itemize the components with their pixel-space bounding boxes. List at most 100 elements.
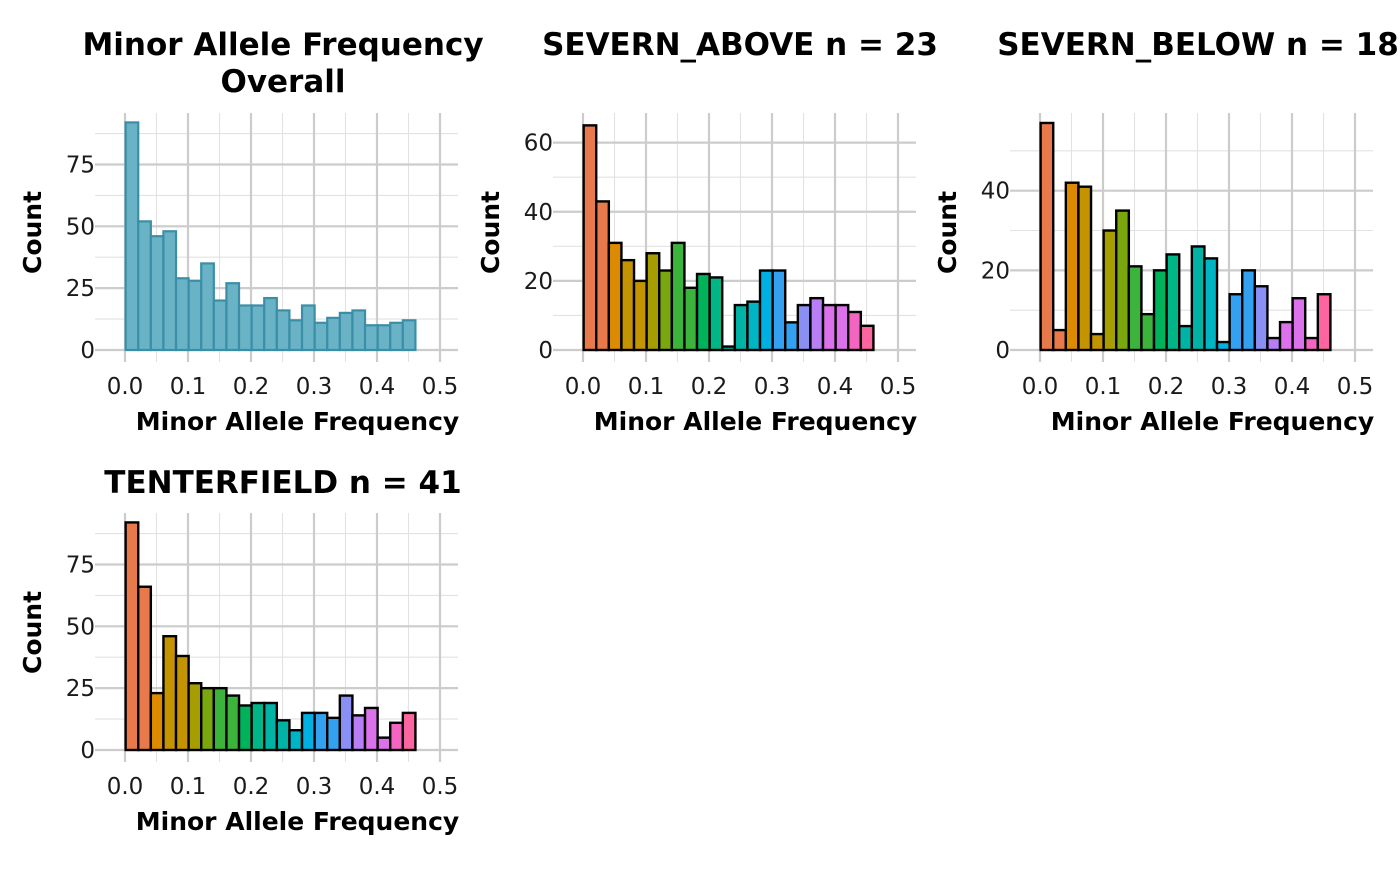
y-tick-label: 20 (524, 269, 553, 295)
x-tick-label: 0.2 (233, 374, 270, 400)
histogram-bar (351, 714, 367, 752)
panel-4: 0 25 50 75 0.0 0.1 0.2 0.3 0.4 0.5 Minor Allele Fr… (18, 465, 462, 836)
histogram-bar (326, 716, 342, 752)
x-tick-label: 0.0 (565, 374, 602, 400)
histogram-bar (582, 124, 598, 352)
histogram-bar (1253, 285, 1269, 352)
panel-title: TENTERFIELD n = 41 (104, 465, 461, 501)
histogram-bar (1241, 269, 1257, 352)
histogram-bar (389, 321, 404, 352)
histogram-bar (363, 324, 379, 352)
y-tick-label: 0 (80, 338, 95, 364)
histogram-bar (300, 711, 316, 752)
histogram-bar (174, 654, 190, 752)
histogram-bar (200, 262, 215, 352)
y-tick-label: 0 (538, 338, 553, 364)
histogram-bar (607, 241, 623, 352)
x-tick-label: 0.3 (296, 774, 333, 800)
histogram-bar (250, 701, 266, 752)
histogram-bar (1266, 336, 1282, 352)
histogram-bar (859, 324, 875, 352)
histogram-bar (708, 276, 724, 352)
histogram-bar (300, 304, 316, 352)
histogram-bar (401, 319, 417, 352)
x-tick-label: 0.5 (422, 774, 459, 800)
histogram-bar (351, 309, 367, 352)
panel-title: Overall (220, 64, 345, 100)
histogram-bar (1102, 229, 1118, 352)
panel-1: 0 25 50 75 0.0 0.1 0.2 0.3 0.4 0.5 Minor Allele Fr… (18, 27, 484, 436)
histogram-bar (401, 711, 417, 752)
y-tick-label: 0 (80, 738, 95, 764)
histogram-bar (263, 296, 278, 352)
histogram-bar (1291, 297, 1307, 352)
histogram-bar (771, 269, 787, 352)
histogram-bar (834, 303, 850, 352)
y-tick-label: 75 (66, 552, 95, 578)
histogram-bar (124, 521, 140, 752)
histogram-bar (1115, 209, 1131, 352)
x-tick-label: 0.1 (170, 374, 207, 400)
histogram-bar (149, 235, 165, 352)
histogram-bar (237, 704, 253, 752)
histogram-bar (1140, 312, 1156, 352)
histogram-bar (758, 269, 774, 352)
histogram-bar (733, 303, 749, 352)
histogram-bar (137, 585, 153, 752)
histogram-bar (847, 310, 863, 352)
histogram-bar (250, 304, 266, 352)
histogram-bar (338, 694, 354, 752)
y-tick-label: 25 (66, 676, 95, 702)
x-tick-label: 0.1 (628, 374, 665, 400)
histogram-bar (595, 200, 611, 352)
histogram-bar (1316, 293, 1332, 352)
y-axis-title: Count (18, 591, 47, 674)
histogram-bar (683, 286, 699, 352)
x-axis-title: Minor Allele Frequency (136, 807, 459, 836)
histogram-bar (695, 272, 711, 352)
histogram-bar (620, 258, 636, 352)
y-tick-label: 20 (981, 258, 1010, 284)
x-tick-label: 0.1 (170, 774, 207, 800)
panel-title: SEVERN_ABOVE n = 23 (542, 27, 938, 63)
histogram-bar (212, 299, 228, 352)
histogram-bar (809, 296, 825, 352)
x-tick-label: 0.4 (1274, 374, 1311, 400)
panel-2: 0 20 40 60 0.0 0.1 0.2 0.3 0.4 0.5 Minor Allele Fr… (476, 27, 938, 436)
histogram-bar (288, 729, 304, 752)
histogram-bar (200, 686, 216, 752)
histogram-bar (376, 736, 392, 752)
x-tick-label: 0.0 (1022, 374, 1059, 400)
histogram-bar (1278, 320, 1294, 352)
y-axis-title: Count (933, 191, 962, 274)
histogram-bar (338, 311, 354, 352)
y-axis-title: Count (18, 191, 47, 274)
histogram-bar (162, 230, 178, 352)
histogram-bar (632, 279, 648, 352)
histogram-bar (187, 682, 203, 752)
histogram-bar (1052, 328, 1068, 352)
x-tick-label: 0.2 (1148, 374, 1185, 400)
y-tick-label: 50 (66, 614, 95, 640)
histogram-bar (212, 686, 228, 752)
histogram-bar (376, 324, 392, 352)
x-tick-label: 0.5 (1337, 374, 1374, 400)
histogram-bar (1215, 340, 1231, 352)
x-axis-title: Minor Allele Frequency (1051, 407, 1374, 436)
histogram-bar (1203, 257, 1219, 352)
histogram-bar (149, 691, 165, 752)
x-tick-label: 0.5 (880, 374, 917, 400)
histogram-bar (784, 321, 800, 352)
histogram-bar (1152, 269, 1168, 352)
y-tick-label: 40 (524, 200, 553, 226)
x-axis-title: Minor Allele Frequency (594, 407, 917, 436)
histogram-bar (1228, 293, 1244, 352)
y-tick-label: 25 (66, 276, 95, 302)
x-tick-label: 0.2 (691, 374, 728, 400)
y-axis-title: Count (476, 191, 505, 274)
y-tick-label: 50 (66, 214, 95, 240)
x-axis-title: Minor Allele Frequency (136, 407, 459, 436)
y-tick-label: 75 (66, 152, 95, 178)
histogram-bar (162, 635, 178, 752)
